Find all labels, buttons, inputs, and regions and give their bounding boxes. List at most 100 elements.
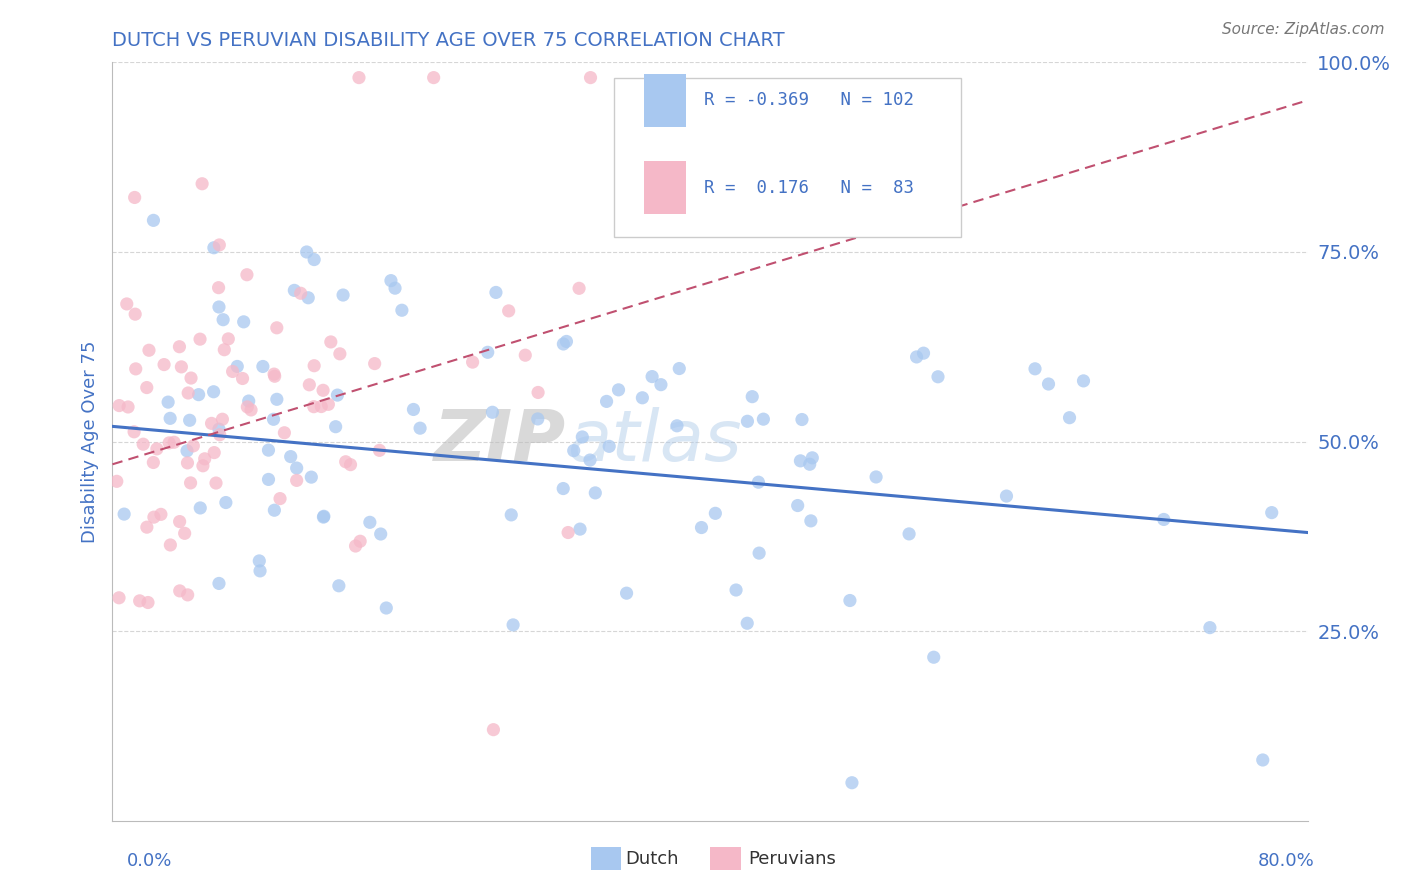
FancyBboxPatch shape	[614, 78, 962, 236]
Point	[569, 522, 592, 536]
Point	[208, 576, 231, 591]
Point	[299, 470, 322, 484]
Point	[329, 347, 352, 361]
Point	[339, 458, 361, 472]
Point	[384, 281, 406, 295]
Point	[257, 472, 280, 486]
Point	[922, 650, 945, 665]
Point	[422, 70, 444, 85]
Point	[402, 402, 425, 417]
Point	[571, 430, 593, 444]
Point	[176, 443, 198, 458]
Text: Peruvians: Peruvians	[748, 850, 835, 868]
Point	[212, 312, 235, 326]
Point	[157, 436, 180, 450]
Point	[375, 601, 398, 615]
Point	[1024, 361, 1046, 376]
Point	[132, 437, 155, 451]
Point	[180, 371, 202, 385]
Point	[553, 337, 575, 351]
Point	[108, 399, 131, 413]
Point	[752, 412, 775, 426]
Point	[236, 400, 259, 414]
Point	[285, 461, 308, 475]
Point	[616, 586, 638, 600]
Point	[283, 284, 305, 298]
Point	[1073, 374, 1095, 388]
Point	[105, 475, 128, 489]
Point	[170, 359, 193, 374]
Point	[325, 419, 347, 434]
Point	[800, 514, 823, 528]
Point	[202, 384, 225, 399]
Point	[690, 520, 713, 534]
Point	[838, 593, 860, 607]
Point	[1059, 410, 1081, 425]
Point	[125, 362, 148, 376]
Point	[498, 304, 520, 318]
Point	[153, 358, 176, 372]
Point	[312, 509, 335, 524]
Point	[1199, 621, 1222, 635]
Point	[208, 238, 231, 252]
Point	[741, 390, 763, 404]
Point	[302, 252, 325, 267]
Point	[298, 377, 321, 392]
Point	[273, 425, 295, 440]
Point	[142, 510, 165, 524]
Point	[124, 307, 146, 321]
Point	[898, 527, 921, 541]
Point	[208, 427, 231, 442]
Point	[368, 443, 391, 458]
Point	[159, 411, 181, 425]
Point	[135, 520, 157, 534]
Point	[344, 539, 367, 553]
Point	[502, 618, 524, 632]
Point	[117, 400, 139, 414]
Point	[477, 345, 499, 359]
Point	[309, 400, 332, 414]
Text: R = -0.369   N = 102: R = -0.369 N = 102	[704, 91, 914, 110]
Point	[269, 491, 291, 506]
Point	[138, 343, 160, 358]
Point	[799, 457, 821, 471]
Point	[841, 776, 863, 790]
Point	[247, 554, 270, 568]
Point	[1251, 753, 1274, 767]
Point	[191, 458, 214, 473]
Point	[735, 616, 758, 631]
Point	[194, 451, 217, 466]
Point	[173, 526, 195, 541]
Point	[359, 516, 381, 530]
Point	[668, 361, 690, 376]
Point	[482, 723, 505, 737]
Point	[159, 538, 181, 552]
Y-axis label: Disability Age Over 75: Disability Age Over 75	[80, 340, 98, 543]
Bar	[644, 161, 686, 214]
Point	[263, 503, 285, 517]
Text: atlas: atlas	[567, 407, 741, 476]
Point	[553, 482, 575, 496]
Point	[598, 439, 620, 453]
Point	[801, 450, 824, 465]
Point	[217, 332, 239, 346]
Point	[169, 515, 191, 529]
Point	[124, 190, 146, 204]
Point	[163, 435, 186, 450]
Point	[380, 274, 402, 288]
Point	[737, 414, 759, 428]
Point	[302, 359, 325, 373]
Text: 0.0%: 0.0%	[127, 852, 172, 870]
Point	[318, 397, 340, 411]
Point	[481, 405, 503, 419]
Point	[263, 369, 285, 384]
Point	[347, 70, 370, 85]
Point	[562, 443, 585, 458]
Point	[786, 499, 808, 513]
Point	[205, 476, 228, 491]
Point	[641, 369, 664, 384]
Point	[187, 387, 209, 401]
Point	[568, 281, 591, 295]
Point	[115, 297, 138, 311]
Point	[790, 412, 813, 426]
